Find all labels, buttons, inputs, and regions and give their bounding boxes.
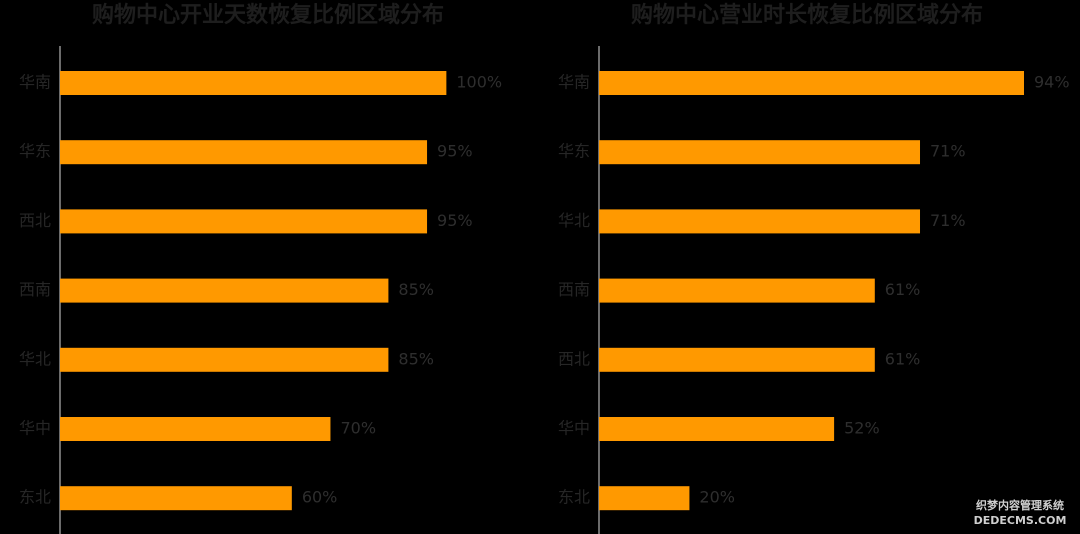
value-label: 95% [437,142,473,161]
value-label: 85% [398,349,434,368]
bar [60,71,447,95]
bar [60,278,389,303]
value-label: 70% [340,419,376,438]
bar [599,278,875,303]
chart-title: 购物中心开业天数恢复比例区域分布 [92,2,444,28]
value-label: 71% [930,211,966,230]
category-label: 华中 [558,419,590,438]
bar [60,417,331,441]
category-label: 华南 [19,73,51,92]
value-label: 61% [885,280,921,299]
category-label: 西北 [558,349,590,368]
value-label: 60% [302,488,338,507]
value-label: 52% [844,419,880,438]
value-label: 20% [699,488,735,507]
value-label: 71% [930,142,966,161]
bar [60,347,389,372]
value-label: 100% [456,73,502,92]
category-label: 西南 [19,280,51,299]
bar [60,486,292,511]
category-label: 西南 [558,280,590,299]
category-label: 西北 [19,211,51,230]
watermark: 织梦内容管理系统 [976,498,1064,512]
bar [599,417,835,441]
watermark: DEDECMS.COM [974,514,1067,527]
value-label: 94% [1034,73,1070,92]
value-label: 85% [398,280,434,299]
category-label: 华北 [558,211,590,230]
category-label: 华中 [19,419,51,438]
category-label: 华南 [558,73,590,92]
category-label: 华北 [19,349,51,368]
bar [60,140,428,165]
value-label: 95% [437,211,473,230]
category-label: 华东 [19,142,51,161]
bar [599,486,690,511]
category-label: 东北 [558,488,590,507]
category-label: 东北 [19,488,51,507]
value-label: 61% [885,349,921,368]
chart-title: 购物中心营业时长恢复比例区域分布 [631,2,983,28]
bar [599,140,921,165]
bar [599,347,875,372]
bar [60,209,428,234]
category-label: 华东 [558,142,590,161]
bar [599,71,1024,95]
bar [599,209,921,234]
